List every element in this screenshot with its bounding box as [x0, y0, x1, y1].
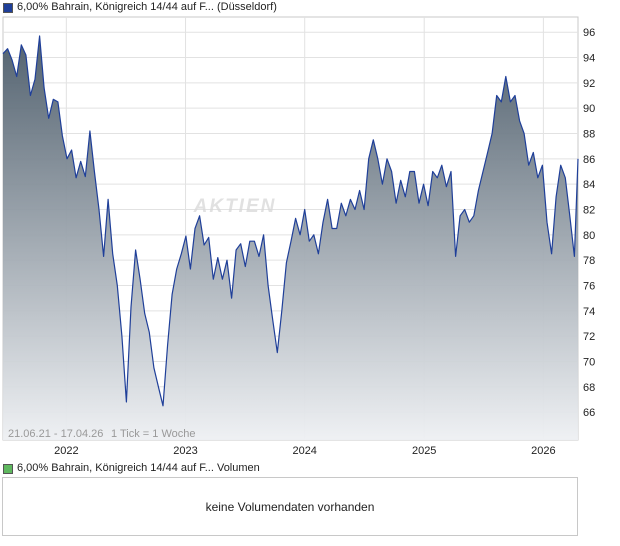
x-tick-label: 2025	[412, 445, 436, 457]
y-tick-label: 68	[583, 382, 595, 394]
y-tick-label: 70	[583, 356, 595, 368]
watermark-logo: AKTIEN	[193, 196, 277, 217]
price-chart: 66 68 70 72 74 76 78 80 82 84 86 88 90 92 94 96 2022 2023…	[2, 16, 595, 457]
y-tick-label: 78	[583, 255, 595, 267]
y-tick-label: 90	[583, 103, 595, 115]
price-legend: 6,00% Bahrain, Königreich 14/44 auf F...…	[3, 1, 277, 14]
y-tick-label: 72	[583, 331, 595, 343]
y-tick-label: 92	[583, 78, 595, 90]
volume-panel: keine Volumendaten vorhanden	[2, 477, 578, 536]
tick-interval-note: 1 Tick = 1 Woche	[111, 428, 195, 440]
y-tick-label: 86	[583, 154, 595, 166]
price-legend-swatch	[3, 2, 13, 13]
x-tick-label: 2022	[54, 445, 78, 457]
x-tick-label: 2024	[292, 445, 316, 457]
date-range-note: 21.06.21 - 17.04.26	[8, 428, 103, 440]
volume-legend-swatch	[3, 463, 13, 474]
y-tick-label: 96	[583, 27, 595, 39]
price-area-fill	[3, 36, 578, 440]
volume-legend-label: 6,00% Bahrain, Königreich 14/44 auf F...…	[17, 462, 260, 474]
y-tick-label: 74	[583, 306, 595, 318]
y-tick-label: 88	[583, 129, 595, 141]
volume-legend: 6,00% Bahrain, Königreich 14/44 auf F...…	[3, 462, 260, 475]
y-tick-label: 82	[583, 205, 595, 217]
y-tick-label: 84	[583, 179, 595, 191]
y-tick-label: 76	[583, 280, 595, 292]
x-tick-label: 2026	[531, 445, 555, 457]
x-tick-label: 2023	[173, 445, 197, 457]
price-legend-label: 6,00% Bahrain, Königreich 14/44 auf F...…	[17, 1, 277, 13]
y-tick-label: 80	[583, 230, 595, 242]
price-series-line	[2, 35, 579, 407]
y-tick-label: 94	[583, 53, 595, 65]
volume-empty-message: keine Volumendaten vorhanden	[205, 500, 375, 514]
y-tick-label: 66	[583, 407, 595, 419]
